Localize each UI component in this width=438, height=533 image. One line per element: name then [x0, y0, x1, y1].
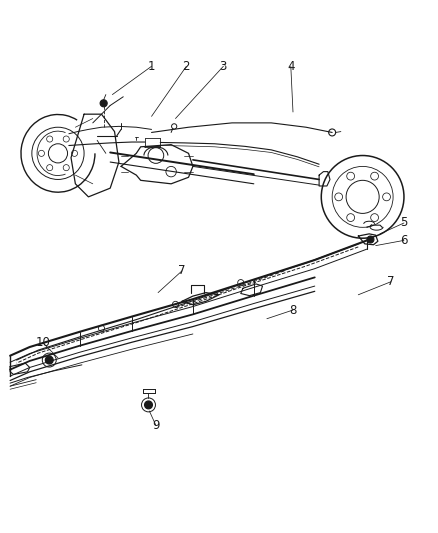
Circle shape [100, 100, 107, 107]
Text: 10: 10 [35, 336, 50, 349]
Text: 5: 5 [400, 216, 408, 230]
Circle shape [172, 124, 177, 129]
Circle shape [367, 236, 374, 243]
Text: 6: 6 [400, 234, 408, 247]
Text: 1: 1 [148, 60, 155, 73]
Text: 7: 7 [387, 275, 395, 288]
Text: 9: 9 [152, 419, 159, 432]
Text: 7: 7 [178, 264, 186, 277]
Text: 4: 4 [287, 60, 295, 73]
Text: 8: 8 [290, 303, 297, 317]
Circle shape [145, 401, 152, 409]
Text: 3: 3 [220, 60, 227, 73]
Text: 2: 2 [183, 60, 190, 73]
Circle shape [46, 356, 53, 364]
